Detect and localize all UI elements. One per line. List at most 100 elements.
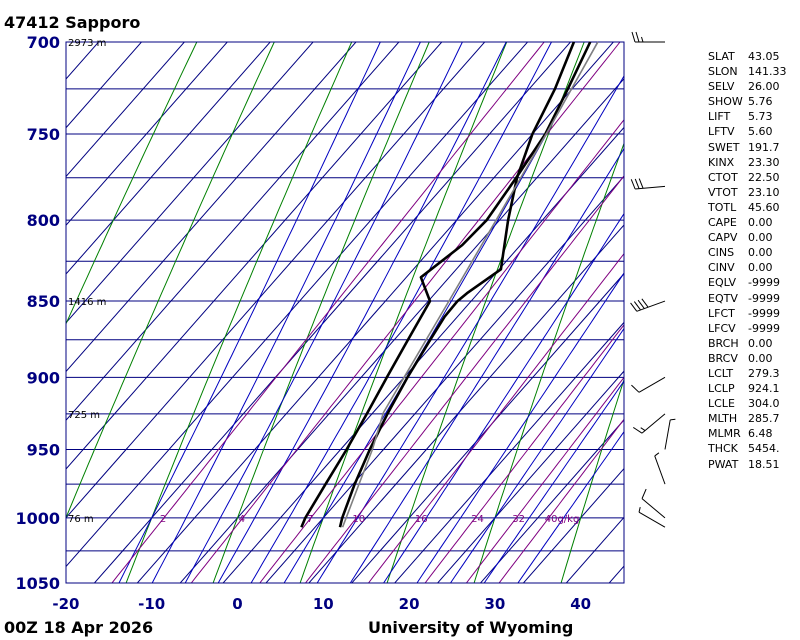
index-value: 6.48 (748, 427, 773, 441)
mixing-ratio-label: 16 (415, 514, 428, 525)
index-name: VTOT (708, 185, 738, 199)
mixing-ratio-label: 24 (471, 514, 484, 525)
station-title: 47412 Sapporo (4, 13, 140, 32)
isotherm-line (351, 272, 624, 583)
index-row: LFTV 5.60 (708, 124, 787, 139)
index-value: 23.10 (748, 185, 780, 199)
mixing-ratio-label: 2 (160, 514, 166, 525)
index-value: 0.00 (748, 231, 773, 245)
index-row: MLTH 285.7 (708, 411, 787, 426)
index-name: TOTL (708, 200, 737, 214)
index-name: CINS (708, 246, 735, 260)
isotherm-line (66, 42, 186, 178)
plot-grid (65, 41, 625, 584)
moist-adiabat-line (483, 380, 624, 583)
pressure-tick-label: 1000 (15, 509, 60, 528)
mixing-ratio-label: 4 (239, 514, 245, 525)
index-value: -9999 (748, 321, 780, 335)
clipped-grid (66, 42, 624, 583)
index-name: LCLT (708, 366, 734, 380)
index-value: 0.00 (748, 261, 773, 275)
temperature-tick-label: 10 (313, 595, 334, 613)
wind-barb-half (670, 418, 676, 421)
isotherm-line (93, 42, 572, 583)
wind-barb (638, 507, 666, 528)
index-value: 0.00 (748, 216, 773, 230)
pressure-tick-label: 750 (27, 125, 60, 144)
index-row: SWET 191.7 (708, 140, 787, 155)
wind-barb-flag (633, 427, 643, 434)
index-row: EQLV -9999 (708, 275, 787, 290)
pressure-tick-label: 900 (27, 368, 60, 387)
index-name: SWET (708, 140, 740, 154)
wind-barb-flag (630, 179, 636, 190)
index-value: 141.33 (748, 65, 787, 79)
moist-adiabat-line (349, 147, 624, 583)
wind-barb-flag (637, 299, 645, 309)
temperature-tick-label: 0 (232, 595, 242, 613)
index-value: -9999 (748, 306, 780, 320)
isotherm-line (66, 42, 143, 129)
wind-barb (633, 413, 666, 434)
index-value: 45.60 (748, 200, 780, 214)
height-label: 76 m (68, 514, 94, 525)
dry-adiabat-line (473, 142, 624, 583)
index-row: CINV 0.00 (708, 260, 787, 275)
index-row: MLMR 6.48 (708, 426, 787, 441)
isotherm-line (66, 42, 486, 519)
index-name: THCK (708, 442, 738, 456)
axis-labels: 700 750 800 850 900 950 1000 1050 -20 -10 0 10 20 30 4… (15, 33, 591, 613)
index-value: 5.76 (748, 95, 773, 109)
isotherm-line (479, 419, 624, 583)
index-name: LIFT (708, 110, 731, 124)
index-value: -9999 (748, 291, 780, 305)
isotherm-line (308, 224, 624, 583)
dry-adiabat-line (560, 377, 624, 583)
wind-barb-staff (638, 511, 666, 528)
mixing-ratio-label: 10 (352, 514, 365, 525)
index-value: 5.73 (748, 110, 773, 124)
mixing-ratio-line (259, 118, 624, 583)
index-row: CAPE 0.00 (708, 215, 787, 230)
isotherm-line (265, 175, 624, 583)
wind-barb-half (654, 452, 660, 457)
pressure-tick-label: 850 (27, 292, 60, 311)
moist-adiabat-line (382, 212, 624, 583)
wind-barb-staff (636, 300, 666, 312)
index-value: 0.00 (748, 246, 773, 260)
moist-adiabat-line (118, 42, 381, 583)
wind-barb-staff (654, 455, 666, 485)
index-name: LCLP (708, 382, 735, 396)
index-value: 191.7 (748, 140, 780, 154)
wind-barb (664, 418, 676, 450)
wind-barb-flag (638, 178, 644, 189)
wind-barb (630, 178, 666, 190)
index-name: BRCH (708, 336, 739, 350)
index-name: SHOW (708, 95, 743, 109)
wind-barb-half (638, 507, 641, 513)
index-row: BRCH 0.00 (708, 336, 787, 351)
temperature-tick-label: 40 (570, 595, 591, 613)
mixing-ratio-line (367, 252, 624, 583)
index-row: LCLP 924.1 (708, 381, 787, 396)
index-name: SLON (708, 65, 738, 79)
index-row: KINX 23.30 (708, 155, 787, 170)
wind-barb-staff (635, 185, 666, 190)
moist-adiabat-line (316, 74, 624, 583)
index-value: 285.7 (748, 412, 780, 426)
index-name: SELV (708, 80, 735, 94)
dewpoint-trace (300, 41, 592, 528)
index-value: 279.3 (748, 366, 780, 380)
temperature-tick-label: 30 (484, 595, 505, 613)
isotherm-line (66, 42, 271, 275)
index-value: 23.30 (748, 155, 780, 169)
index-value: 26.00 (748, 80, 780, 94)
index-value: 0.00 (748, 351, 773, 365)
index-name: PWAT (708, 457, 739, 471)
mixing-ratio-label: 7 (307, 514, 313, 525)
isotherm-line (66, 42, 529, 568)
index-name: BRCV (708, 351, 738, 365)
index-row: BRCV 0.00 (708, 351, 787, 366)
wind-barb (641, 488, 666, 519)
